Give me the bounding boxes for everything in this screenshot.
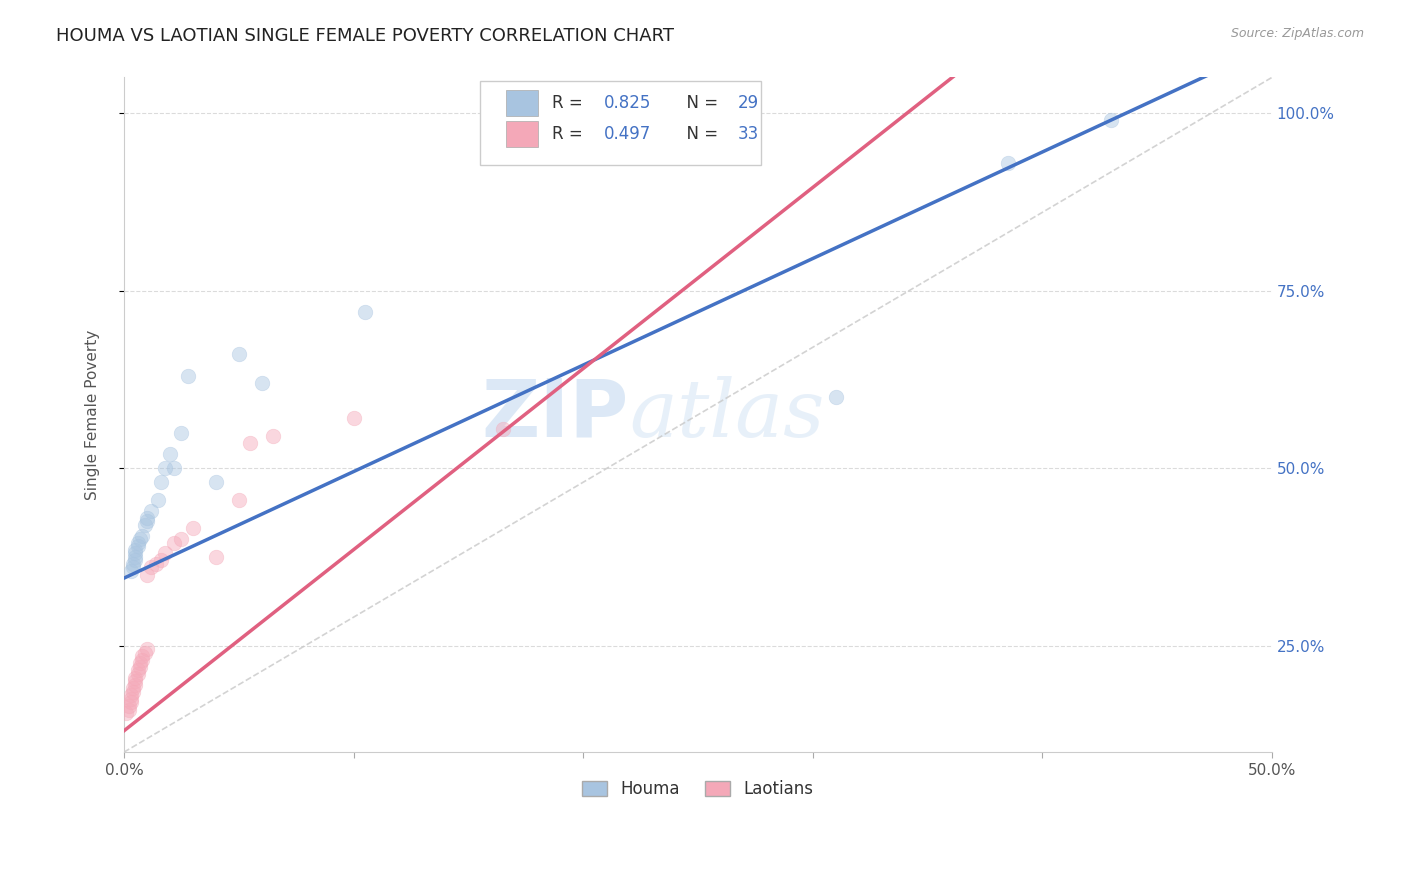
Point: [262, 429, 284, 443]
Text: R =: R =: [553, 94, 588, 112]
Point: [124, 546, 146, 560]
Text: 33: 33: [738, 125, 759, 143]
Point: [124, 553, 146, 567]
FancyBboxPatch shape: [506, 121, 538, 147]
Point: [134, 517, 156, 532]
FancyBboxPatch shape: [506, 90, 538, 116]
Text: ZIP: ZIP: [482, 376, 628, 454]
Text: atlas: atlas: [628, 376, 824, 453]
Point: [124, 549, 146, 564]
FancyBboxPatch shape: [479, 81, 761, 165]
Point: [163, 461, 186, 475]
Point: [120, 564, 142, 578]
Point: [127, 539, 149, 553]
Text: 29: 29: [738, 94, 759, 112]
Legend: Houma, Laotians: Houma, Laotians: [575, 773, 820, 805]
Point: [824, 390, 846, 404]
Text: 0.497: 0.497: [603, 125, 651, 143]
Point: [129, 657, 152, 671]
Point: [127, 664, 149, 678]
Point: [149, 553, 172, 567]
Text: HOUMA VS LAOTIAN SINGLE FEMALE POVERTY CORRELATION CHART: HOUMA VS LAOTIAN SINGLE FEMALE POVERTY C…: [56, 27, 675, 45]
Point: [204, 475, 226, 490]
Text: N =: N =: [676, 125, 724, 143]
Y-axis label: Single Female Poverty: Single Female Poverty: [86, 330, 100, 500]
Point: [120, 695, 142, 709]
Point: [239, 436, 262, 450]
Point: [170, 532, 193, 546]
Text: R =: R =: [553, 125, 588, 143]
Text: 0.825: 0.825: [603, 94, 651, 112]
Point: [117, 698, 139, 713]
Point: [228, 493, 250, 508]
Point: [1099, 113, 1122, 128]
Point: [129, 660, 152, 674]
Point: [145, 557, 167, 571]
Point: [159, 447, 181, 461]
Point: [117, 702, 139, 716]
Point: [124, 542, 146, 557]
Point: [131, 649, 153, 664]
Point: [115, 706, 138, 720]
Point: [122, 685, 145, 699]
Text: Source: ZipAtlas.com: Source: ZipAtlas.com: [1230, 27, 1364, 40]
Point: [342, 411, 364, 425]
Point: [181, 521, 204, 535]
Point: [131, 653, 153, 667]
Point: [124, 678, 146, 692]
Point: [228, 347, 250, 361]
Point: [135, 567, 157, 582]
Point: [492, 422, 515, 436]
Point: [155, 461, 177, 475]
Point: [120, 692, 142, 706]
Point: [135, 642, 157, 657]
Point: [120, 689, 142, 703]
Point: [149, 475, 172, 490]
Point: [135, 514, 157, 528]
Point: [997, 155, 1019, 169]
Point: [122, 557, 145, 571]
Point: [170, 425, 193, 440]
Point: [354, 305, 377, 319]
Point: [141, 504, 163, 518]
Point: [204, 549, 226, 564]
Point: [134, 646, 156, 660]
Point: [127, 667, 149, 681]
Point: [135, 510, 157, 524]
Point: [148, 493, 170, 508]
Point: [163, 535, 186, 549]
Point: [124, 674, 146, 689]
Point: [141, 560, 163, 574]
Point: [129, 532, 152, 546]
Point: [122, 681, 145, 696]
Point: [127, 535, 149, 549]
Point: [250, 376, 273, 390]
Text: N =: N =: [676, 94, 724, 112]
Point: [177, 368, 200, 383]
Point: [124, 671, 146, 685]
Point: [122, 560, 145, 574]
Point: [155, 546, 177, 560]
Point: [131, 528, 153, 542]
